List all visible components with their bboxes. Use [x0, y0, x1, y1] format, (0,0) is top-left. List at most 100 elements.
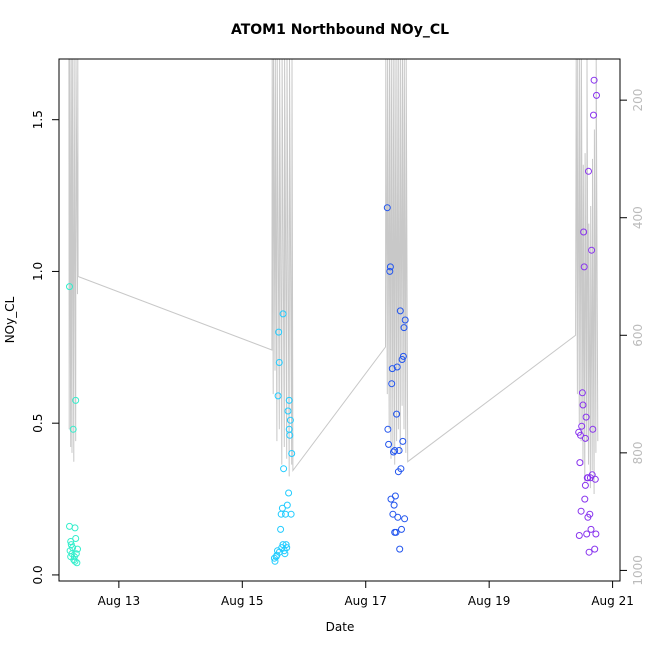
- data-point: [286, 416, 294, 424]
- data-point: [274, 392, 282, 400]
- x-tick-label: Aug 19: [468, 594, 511, 608]
- data-point: [399, 352, 407, 360]
- data-point: [579, 401, 587, 409]
- data-point: [385, 440, 393, 448]
- data-point: [398, 356, 406, 363]
- y2-axis-altitude: 200 400 600 800 1000: [620, 89, 645, 586]
- x-tick-label: Aug 17: [344, 594, 387, 608]
- data-point: [578, 422, 586, 430]
- y-tick-label: 1.5: [31, 110, 45, 129]
- data-point: [384, 425, 392, 433]
- data-point: [390, 501, 398, 509]
- data-point: [587, 525, 595, 533]
- data-point: [591, 475, 599, 483]
- data-point: [71, 557, 79, 565]
- data-point: [592, 530, 600, 538]
- data-point: [275, 328, 283, 336]
- data-point: [287, 510, 295, 518]
- data-point: [581, 434, 589, 442]
- data-point: [584, 474, 592, 482]
- data-point: [590, 76, 598, 84]
- data-point: [590, 111, 597, 119]
- data-point: [279, 541, 287, 549]
- data-point: [73, 559, 81, 567]
- data-point: [581, 481, 589, 489]
- altitude-line: [68, 59, 599, 495]
- data-point: [286, 431, 294, 439]
- data-point: [578, 389, 586, 397]
- data-point: [400, 324, 408, 332]
- data-point: [285, 396, 293, 404]
- y2-tick-label: 600: [631, 324, 645, 347]
- chart-title: ATOM1 Northbound NOy_CL: [231, 22, 449, 38]
- data-point: [394, 513, 402, 521]
- data-point: [577, 431, 584, 439]
- data-point: [575, 532, 583, 539]
- x-tick-label: Aug 21: [591, 594, 634, 608]
- data-point: [280, 465, 288, 473]
- data-point: [388, 380, 396, 388]
- data-point: [278, 504, 286, 512]
- data-point: [580, 263, 588, 271]
- data-point: [67, 538, 75, 545]
- y-tick-label: 0.5: [31, 414, 45, 433]
- data-point: [271, 557, 279, 565]
- y2-tick-label: 1000: [631, 555, 645, 586]
- data-point: [71, 524, 79, 532]
- data-point: [581, 495, 589, 503]
- data-point: [397, 465, 405, 473]
- data-point: [582, 413, 590, 421]
- x-tick-label: Aug 13: [98, 594, 141, 608]
- y-tick-label: 1.0: [31, 262, 45, 281]
- data-point: [72, 535, 80, 542]
- data-point: [74, 545, 81, 553]
- data-point: [275, 359, 283, 366]
- data-point: [69, 425, 77, 433]
- data-point: [283, 501, 291, 509]
- data-point: [386, 267, 394, 275]
- data-point: [591, 545, 599, 553]
- plot-frame: [58, 58, 621, 582]
- data-point: [288, 450, 296, 457]
- data-point: [388, 365, 396, 373]
- x-axis: Aug 13 Aug 15 Aug 17 Aug 19 Aug 21: [98, 581, 634, 608]
- y2-tick-label: 200: [631, 89, 645, 112]
- y-axis-label: NOy_CL: [3, 296, 17, 343]
- x-axis-label: Date: [326, 620, 355, 634]
- y-axis: 0.0 0.5 1.0 1.5: [31, 110, 59, 584]
- plot-area: [66, 59, 600, 567]
- data-point: [393, 363, 401, 371]
- plot-content: [66, 59, 600, 567]
- data-point: [593, 91, 600, 99]
- data-point: [279, 310, 287, 318]
- data-point: [396, 307, 404, 315]
- data-point: [393, 410, 401, 418]
- y2-tick-label: 400: [631, 206, 645, 229]
- y2-tick-label: 800: [631, 441, 645, 464]
- data-point: [401, 316, 409, 324]
- data-point: [580, 228, 588, 236]
- data-point: [284, 407, 292, 415]
- data-point: [386, 263, 394, 271]
- data-point: [401, 515, 409, 523]
- data-point: [585, 167, 592, 175]
- data-point: [399, 437, 407, 445]
- data-point: [391, 447, 399, 454]
- data-point: [389, 510, 397, 518]
- data-point: [395, 447, 403, 454]
- data-point: [589, 425, 597, 433]
- data-point: [585, 548, 593, 556]
- data-point: [396, 545, 404, 553]
- data-point: [68, 550, 76, 558]
- data-point: [66, 283, 73, 291]
- data-point: [72, 396, 80, 404]
- data-point: [577, 507, 585, 515]
- data-point: [586, 510, 594, 518]
- data-point: [398, 525, 405, 533]
- data-point: [391, 492, 399, 500]
- y-tick-label: 0.0: [31, 565, 45, 584]
- data-point: [391, 528, 399, 536]
- x-tick-label: Aug 15: [221, 594, 264, 608]
- data-point: [72, 550, 80, 558]
